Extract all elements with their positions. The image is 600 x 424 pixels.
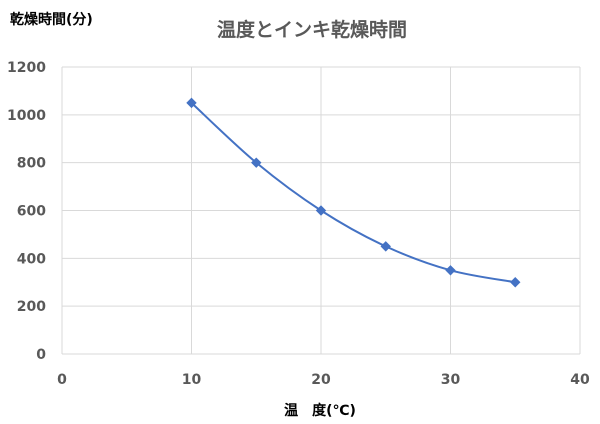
y-tick-label: 1200: [7, 60, 46, 76]
y-tick-label: 1000: [7, 108, 46, 124]
data-point-marker: [445, 265, 456, 276]
data-point-marker: [251, 157, 262, 168]
x-tick-label: 30: [441, 372, 461, 388]
x-gridlines: [61, 67, 581, 354]
chart-title: 温度とインキ乾燥時間: [217, 18, 407, 41]
x-tick-label: 20: [311, 372, 331, 388]
y-tick-label: 200: [17, 299, 46, 315]
y-tick-label: 400: [17, 251, 46, 267]
series-group: [186, 97, 521, 288]
y-tick-label: 600: [17, 204, 46, 220]
x-tick-label: 10: [182, 372, 202, 388]
data-point-marker: [315, 205, 327, 216]
data-point-marker: [510, 277, 521, 288]
data-point-marker: [186, 97, 197, 109]
y-tick-labels: 0 200 400 600 800 1000 1200: [7, 60, 46, 363]
y-axis-label: 乾燥時間(分): [10, 11, 93, 28]
y-tick-label: 0: [36, 347, 46, 363]
x-axis-label: 温 度(℃): [284, 402, 356, 419]
x-tick-labels: 0 10 20 30 40: [57, 372, 590, 388]
x-tick-label: 0: [57, 372, 67, 388]
series-line: [190, 102, 516, 284]
data-point-marker: [380, 241, 391, 252]
y-tick-label: 800: [17, 156, 46, 172]
x-tick-label: 40: [570, 372, 590, 388]
